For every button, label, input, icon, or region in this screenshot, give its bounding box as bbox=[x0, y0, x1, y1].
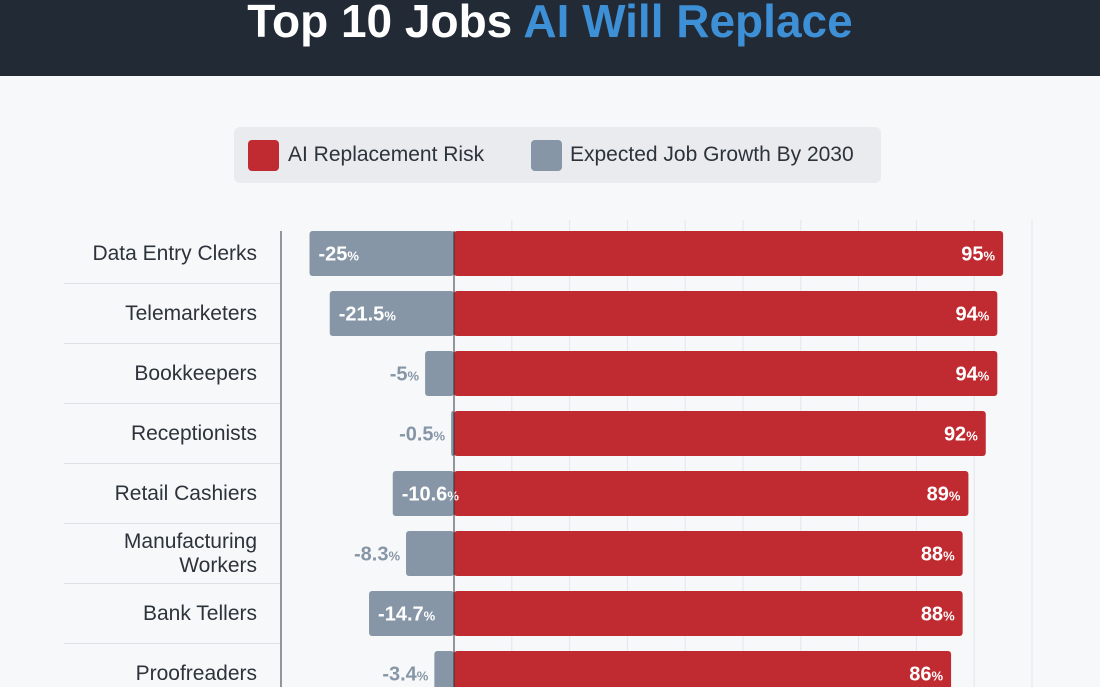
row-separator bbox=[64, 643, 280, 644]
risk-value-label-telemarketers: 94% bbox=[956, 304, 990, 326]
growth-bar-retail-cashiers bbox=[393, 471, 454, 516]
risk-bar-bookkeepers bbox=[454, 351, 997, 396]
row-separator bbox=[64, 283, 280, 284]
row-separator bbox=[64, 343, 280, 344]
risk-bar-manufacturing-workers bbox=[454, 531, 963, 576]
growth-bar-receptionists bbox=[451, 411, 454, 456]
growth-value-label-receptionists: -0.5% bbox=[399, 424, 445, 446]
risk-value-label-data-entry-clerks: 95% bbox=[961, 244, 995, 266]
risk-bar-bank-tellers bbox=[454, 591, 963, 636]
category-label-data-entry-clerks: Data Entry Clerks bbox=[60, 242, 257, 266]
growth-bar-telemarketers bbox=[330, 291, 454, 336]
risk-value-label-receptionists: 92% bbox=[944, 424, 978, 446]
legend-swatch-growth bbox=[531, 140, 562, 171]
title-prefix: Top 10 Jobs bbox=[247, 0, 512, 47]
risk-value-label-proofreaders: 86% bbox=[909, 664, 943, 686]
risk-bar-proofreaders bbox=[454, 651, 951, 687]
title-accent: AI Will Replace bbox=[523, 0, 852, 47]
growth-value-label-retail-cashiers: -10.6% bbox=[402, 484, 460, 506]
risk-bar-data-entry-clerks bbox=[454, 231, 1003, 276]
category-label-manufacturing-workers: Manufacturing Workers bbox=[60, 530, 257, 578]
risk-bar-receptionists bbox=[454, 411, 986, 456]
growth-bar-manufacturing-workers bbox=[406, 531, 454, 576]
category-label-proofreaders: Proofreaders bbox=[60, 662, 257, 686]
risk-value-label-manufacturing-workers: 88% bbox=[921, 544, 955, 566]
risk-value-label-bookkeepers: 94% bbox=[956, 364, 990, 386]
growth-value-label-proofreaders: -3.4% bbox=[382, 664, 428, 686]
category-label-receptionists: Receptionists bbox=[60, 422, 257, 446]
growth-bar-bookkeepers bbox=[425, 351, 454, 396]
risk-value-label-bank-tellers: 88% bbox=[921, 604, 955, 626]
row-separator bbox=[64, 403, 280, 404]
risk-value-label-retail-cashiers: 89% bbox=[927, 484, 961, 506]
category-label-bookkeepers: Bookkeepers bbox=[60, 362, 257, 386]
growth-value-label-data-entry-clerks: -25% bbox=[319, 244, 360, 266]
growth-value-label-bookkeepers: -5% bbox=[390, 364, 420, 386]
growth-bar-data-entry-clerks bbox=[310, 231, 455, 276]
chart-title: Top 10 Jobs AI Will Replace bbox=[0, 0, 1100, 56]
risk-bar-retail-cashiers bbox=[454, 471, 968, 516]
growth-value-label-manufacturing-workers: -8.3% bbox=[354, 544, 400, 566]
legend-label-growth: Expected Job Growth By 2030 bbox=[570, 141, 854, 169]
category-label-telemarketers: Telemarketers bbox=[60, 302, 257, 326]
title-bar: Top 10 Jobs AI Will Replace bbox=[0, 0, 1100, 76]
growth-bar-proofreaders bbox=[434, 651, 454, 687]
legend-label-risk: AI Replacement Risk bbox=[288, 141, 484, 169]
legend-swatch-risk bbox=[248, 140, 279, 171]
growth-value-label-telemarketers: -21.5% bbox=[339, 304, 397, 326]
category-label-retail-cashiers: Retail Cashiers bbox=[60, 482, 257, 506]
category-label-bank-tellers: Bank Tellers bbox=[60, 602, 257, 626]
risk-bar-telemarketers bbox=[454, 291, 997, 336]
legend: AI Replacement Risk Expected Job Growth … bbox=[234, 127, 881, 183]
row-separator bbox=[64, 583, 280, 584]
growth-bar-bank-tellers bbox=[369, 591, 454, 636]
row-separator bbox=[64, 523, 280, 524]
row-separator bbox=[64, 463, 280, 464]
growth-value-label-bank-tellers: -14.7% bbox=[378, 604, 436, 626]
